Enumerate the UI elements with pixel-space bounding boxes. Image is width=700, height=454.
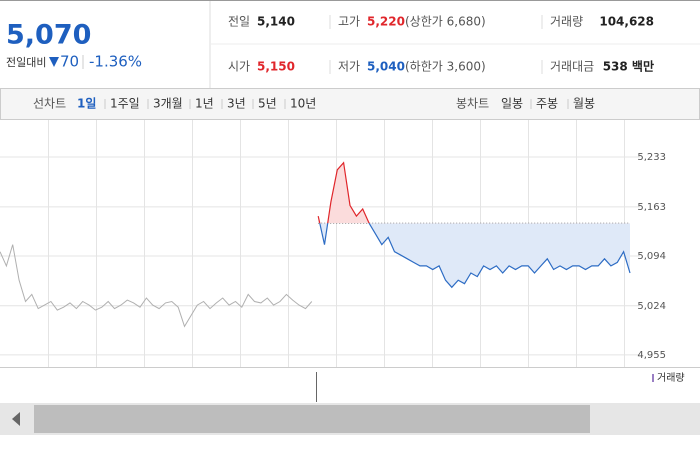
change-label: 전일대비 (6, 55, 46, 69)
tab[interactable]: 일봉 (501, 97, 523, 111)
price: 5,070 (6, 20, 91, 51)
tab[interactable]: 월봉 (573, 97, 595, 111)
info-label: 거래량 (550, 15, 583, 29)
info-table: 전일 5,140 고가 5,220 (상한가 6,680) 거래량 104,628 시가 5,1… (228, 15, 654, 74)
prev-line (0, 244, 313, 328)
legend-label: 거래량 (657, 372, 685, 384)
area-below (319, 223, 630, 288)
tab[interactable]: 1일 (77, 97, 96, 111)
area-above (318, 162, 630, 224)
y-tick-label: 5,024 (637, 301, 666, 312)
tab-group-label: 선차트 (33, 97, 66, 111)
tab[interactable]: 1주일 (110, 97, 140, 111)
info-value: 538 백만 (603, 59, 654, 74)
tab[interactable]: 5년 (258, 97, 277, 111)
tab[interactable]: 3개월 (153, 97, 183, 111)
info-extra: (상한가 6,680) (405, 15, 486, 29)
info-value: 5,220 (367, 15, 405, 29)
info-label: 저가 (338, 60, 360, 74)
info-label: 시가 (228, 60, 250, 74)
info-label: 거래대금 (550, 60, 594, 74)
y-tick-label: 5,163 (637, 202, 666, 213)
tab[interactable]: 주봉 (536, 97, 558, 111)
y-tick-label: 5,094 (637, 251, 666, 262)
tabs: 선차트 1일 1주일 3개월 1년 3년 5년 10년 봉차트 일봉 주봉 월봉 (33, 97, 595, 111)
scrollbar-thumb[interactable] (34, 405, 590, 433)
price-line (319, 223, 631, 289)
info-label: 전일 (228, 15, 250, 29)
legend-swatch (652, 374, 654, 382)
chart: 5,233 5,163 5,094 5,024 4,955 (0, 120, 666, 367)
scroll-left[interactable] (12, 412, 20, 426)
y-tick-label: 5,233 (637, 152, 666, 163)
info-label: 고가 (338, 15, 360, 29)
y-tick-label: 4,955 (637, 350, 666, 361)
info-value: 104,628 (599, 15, 654, 29)
info-value: 5,040 (367, 60, 405, 74)
tab[interactable]: 10년 (290, 97, 316, 111)
down-arrow (49, 57, 59, 67)
tab[interactable]: 3년 (227, 97, 246, 111)
change: 70 (60, 53, 79, 71)
tab-group-label: 봉차트 (456, 97, 489, 111)
info-value: 5,150 (257, 60, 295, 74)
change-pct: -1.36% (89, 53, 142, 71)
info-extra: (하한가 3,600) (405, 60, 486, 74)
info-value: 5,140 (257, 15, 295, 29)
tab[interactable]: 1년 (195, 97, 214, 111)
